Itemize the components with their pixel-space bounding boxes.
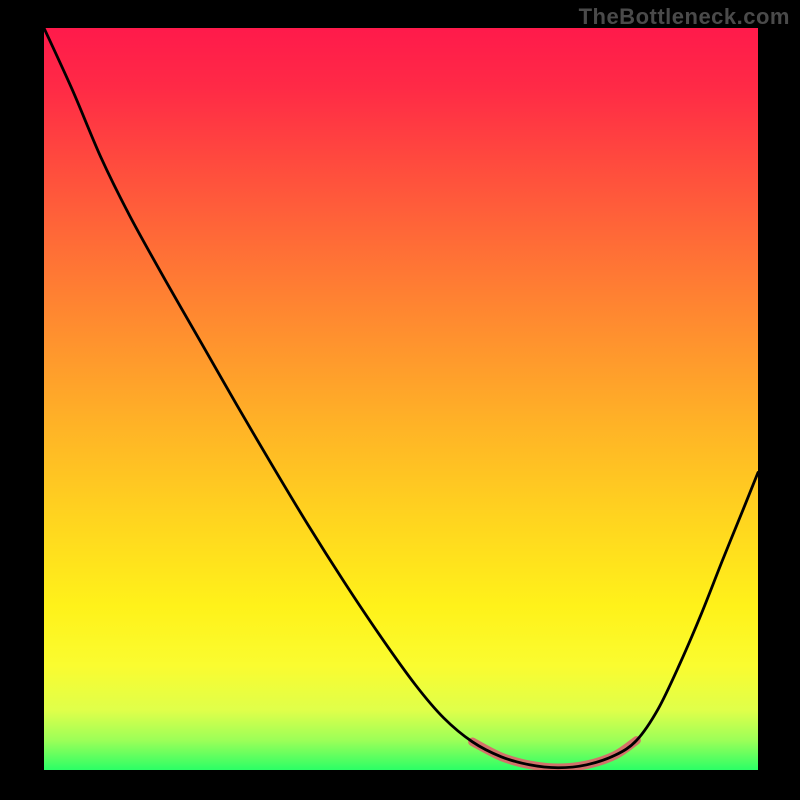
gradient-rect (44, 28, 758, 770)
watermark-text: TheBottleneck.com (579, 4, 790, 30)
chart-container: TheBottleneck.com (0, 0, 800, 800)
chart-svg (44, 28, 758, 770)
plot-area (44, 28, 758, 770)
